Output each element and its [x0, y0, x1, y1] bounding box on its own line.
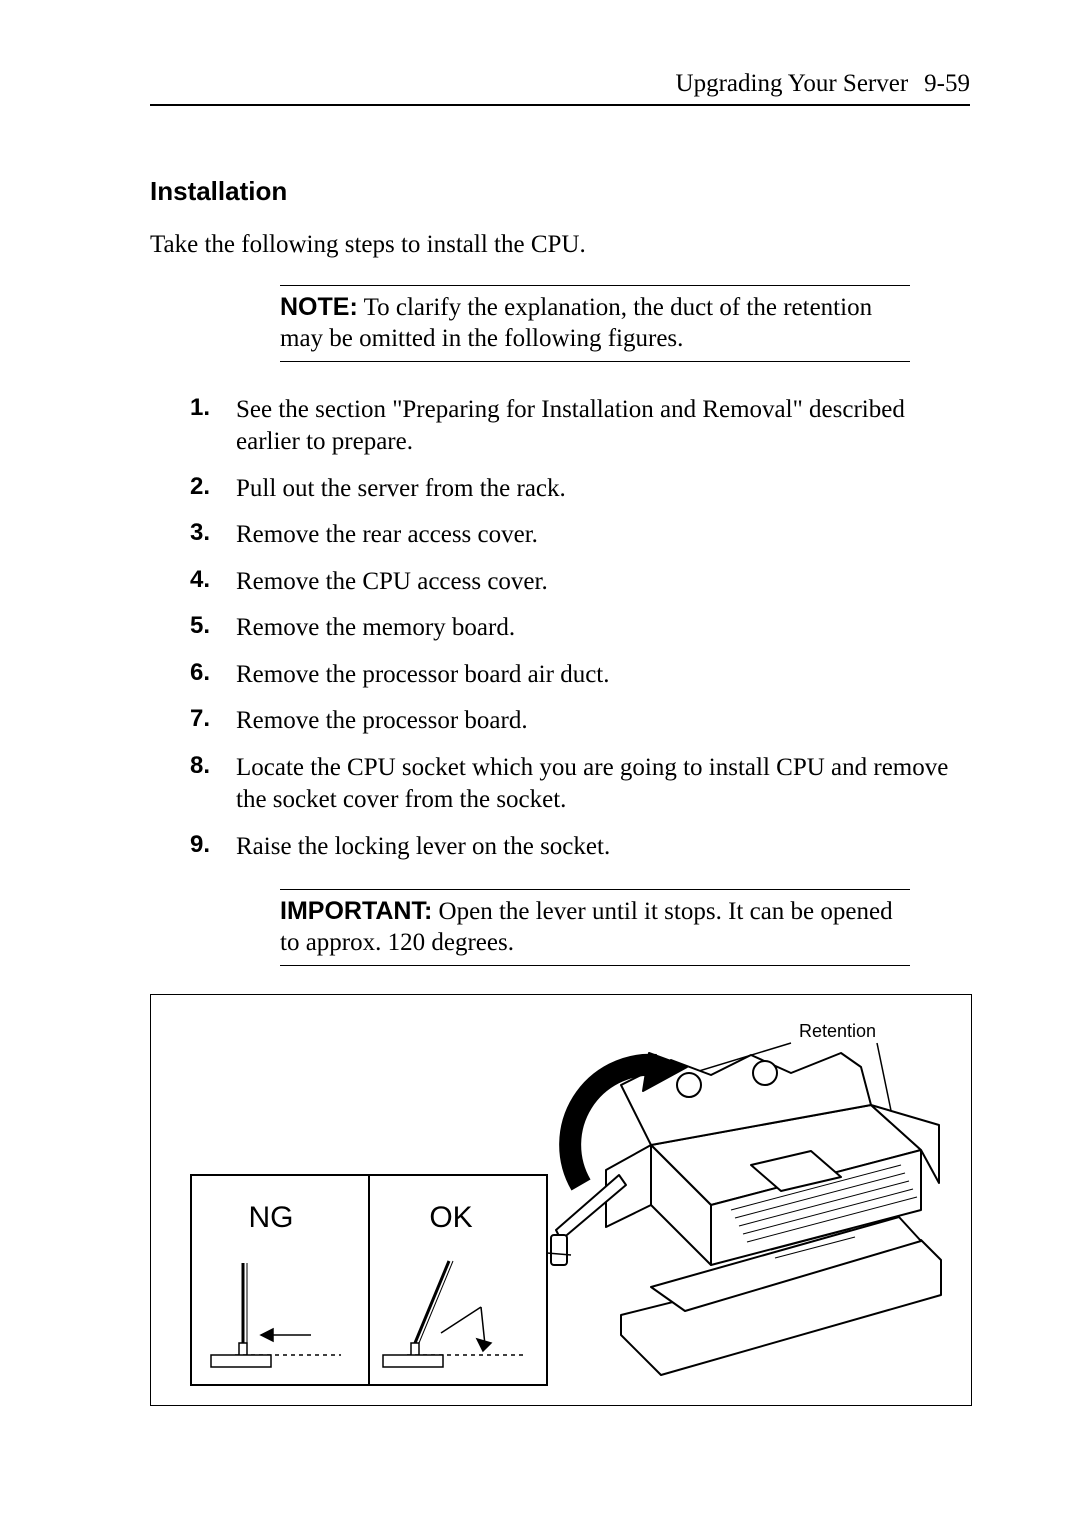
- section-heading: Installation: [150, 176, 970, 207]
- step-text: Remove the processor board air duct.: [236, 659, 610, 692]
- list-item: 9. Raise the locking lever on the socket…: [190, 831, 970, 864]
- step-text: See the section "Preparing for Installat…: [236, 394, 970, 459]
- step-text: Pull out the server from the rack.: [236, 473, 566, 506]
- step-text: Raise the locking lever on the socket.: [236, 831, 610, 864]
- step-number: 1.: [190, 394, 236, 422]
- step-number: 5.: [190, 612, 236, 640]
- list-item: 5. Remove the memory board.: [190, 612, 970, 645]
- step-text: Remove the rear access cover.: [236, 519, 538, 552]
- lever-angle-inset: NG OK: [191, 1175, 571, 1385]
- page-header: Upgrading Your Server 9-59: [150, 70, 970, 98]
- cpu-socket-diagram: Retention: [151, 995, 971, 1405]
- list-item: 8. Locate the CPU socket which you are g…: [190, 752, 970, 817]
- step-number: 6.: [190, 659, 236, 687]
- chapter-title: Upgrading Your Server: [676, 70, 909, 98]
- list-item: 1. See the section "Preparing for Instal…: [190, 394, 970, 459]
- cpu-socket-drawing: [551, 1053, 941, 1375]
- page-ref: 9-59: [924, 70, 970, 98]
- step-text: Locate the CPU socket which you are goin…: [236, 752, 970, 817]
- header-rule: [150, 104, 970, 106]
- step-number: 7.: [190, 705, 236, 733]
- step-number: 4.: [190, 566, 236, 594]
- step-number: 3.: [190, 519, 236, 547]
- step-number: 9.: [190, 831, 236, 859]
- step-number: 2.: [190, 473, 236, 501]
- important-label: IMPORTANT:: [280, 897, 432, 925]
- step-text: Remove the memory board.: [236, 612, 515, 645]
- list-item: 6. Remove the processor board air duct.: [190, 659, 970, 692]
- important-block: IMPORTANT: Open the lever until it stops…: [280, 889, 910, 966]
- ok-label: OK: [429, 1201, 472, 1234]
- intro-text: Take the following steps to install the …: [150, 231, 970, 259]
- retention-label: Retention: [799, 1021, 876, 1041]
- list-item: 3. Remove the rear access cover.: [190, 519, 970, 552]
- list-item: 7. Remove the processor board.: [190, 705, 970, 738]
- step-list: 1. See the section "Preparing for Instal…: [190, 394, 970, 864]
- note-label: NOTE:: [280, 293, 358, 321]
- step-text: Remove the CPU access cover.: [236, 566, 548, 599]
- ng-label: NG: [249, 1201, 294, 1234]
- list-item: 2. Pull out the server from the rack.: [190, 473, 970, 506]
- note-text: To clarify the explanation, the duct of …: [280, 294, 872, 352]
- list-item: 4. Remove the CPU access cover.: [190, 566, 970, 599]
- note-block: NOTE: To clarify the explanation, the du…: [280, 285, 910, 362]
- step-text: Remove the processor board.: [236, 705, 528, 738]
- step-number: 8.: [190, 752, 236, 780]
- figure: Retention: [150, 994, 972, 1406]
